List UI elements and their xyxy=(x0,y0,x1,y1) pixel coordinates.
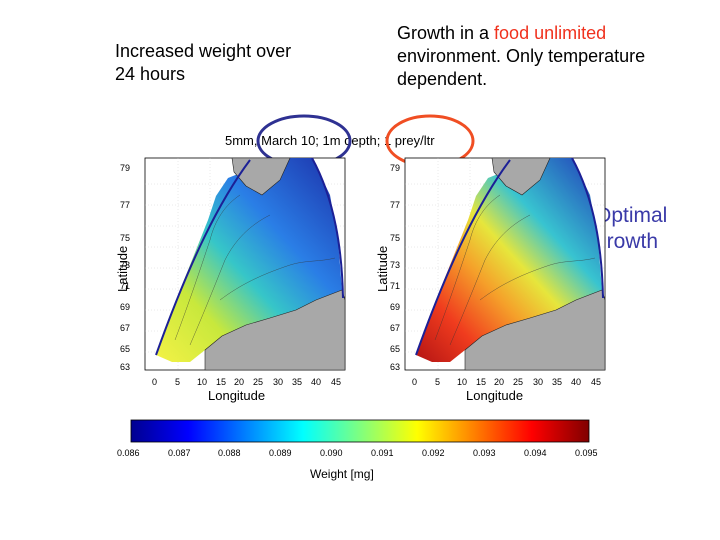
right-map-contours xyxy=(434,194,596,346)
left-xtick-20: 20 xyxy=(234,377,244,387)
cbar-tick-2: 0.088 xyxy=(218,448,241,458)
right-xtick-10: 10 xyxy=(457,377,467,387)
right-xtick-30: 30 xyxy=(533,377,543,387)
colorbar-label: Weight [mg] xyxy=(310,467,374,481)
left-xtick-40: 40 xyxy=(311,377,321,387)
cbar-tick-7: 0.093 xyxy=(473,448,496,458)
right-ytick-67: 67 xyxy=(390,323,400,333)
right-xtick-40: 40 xyxy=(571,377,581,387)
left-ytick-69: 69 xyxy=(120,302,130,312)
right-heading-highlight: food unlimited xyxy=(494,23,607,43)
left-map: 63 65 67 69 71 73 75 77 79 0 5 10 15 20 … xyxy=(115,157,346,403)
right-map-land xyxy=(464,289,606,371)
cbar-tick-6: 0.092 xyxy=(422,448,445,458)
cbar-tick-8: 0.094 xyxy=(524,448,547,458)
right-xtick-5: 5 xyxy=(435,377,440,387)
right-heading-prefix: Growth in a xyxy=(397,23,495,43)
right-heading-suffix: environment. Only temperature dependent. xyxy=(397,46,646,89)
right-y-ticks: 63 65 67 69 71 73 75 77 79 xyxy=(390,163,400,372)
left-xtick-25: 25 xyxy=(253,377,263,387)
left-ytick-63: 63 xyxy=(120,362,130,372)
right-xtick-0: 0 xyxy=(412,377,417,387)
left-ylabel: Latitude xyxy=(115,246,130,292)
left-xlabel: Longitude xyxy=(208,388,265,403)
cbar-tick-1: 0.087 xyxy=(168,448,191,458)
left-xtick-5: 5 xyxy=(175,377,180,387)
left-ytick-67: 67 xyxy=(120,323,130,333)
left-ytick-79: 79 xyxy=(120,163,130,173)
left-ytick-65: 65 xyxy=(120,344,130,354)
colorbar: 0.086 0.087 0.088 0.089 0.090 0.091 0.09… xyxy=(117,419,598,458)
left-ytick-71: 71 xyxy=(120,281,130,291)
colorbar-ticks: 0.086 0.087 0.088 0.089 0.090 0.091 0.09… xyxy=(117,448,598,458)
optimal-growth-label: Optimal growth xyxy=(595,204,668,253)
cbar-tick-9: 0.095 xyxy=(575,448,598,458)
right-ytick-69: 69 xyxy=(390,302,400,312)
right-x-ticks: 0 5 10 15 20 25 30 35 40 45 xyxy=(412,377,601,387)
right-map-sea xyxy=(416,158,602,362)
left-xtick-45: 45 xyxy=(331,377,341,387)
left-xtick-30: 30 xyxy=(273,377,283,387)
left-xtick-35: 35 xyxy=(292,377,302,387)
left-heading: Increased weight over 24 hours xyxy=(115,41,292,84)
right-xtick-45: 45 xyxy=(591,377,601,387)
left-map-land xyxy=(204,289,346,371)
cbar-tick-0: 0.086 xyxy=(117,448,140,458)
right-ytick-71: 71 xyxy=(390,281,400,291)
right-ytick-65: 65 xyxy=(390,344,400,354)
left-map-svalbard xyxy=(231,157,291,196)
right-ytick-73: 73 xyxy=(390,260,400,270)
left-map-fan xyxy=(155,157,344,356)
colorbar-gradient xyxy=(130,419,590,443)
left-xtick-0: 0 xyxy=(152,377,157,387)
left-ytick-73: 73 xyxy=(120,260,130,270)
right-ytick-77: 77 xyxy=(390,200,400,210)
left-map-contours xyxy=(174,194,336,346)
right-map-svalbard xyxy=(491,157,551,196)
right-heading: Growth in a food unlimited environment. … xyxy=(397,22,697,91)
left-ytick-75: 75 xyxy=(120,233,130,243)
right-ytick-75: 75 xyxy=(390,233,400,243)
left-y-ticks: 63 65 67 69 71 73 75 77 79 xyxy=(120,163,130,372)
right-xtick-15: 15 xyxy=(476,377,486,387)
left-x-ticks: 0 5 10 15 20 25 30 35 40 45 xyxy=(152,377,341,387)
right-map: 63 65 67 69 71 73 75 77 79 0 5 10 15 20 … xyxy=(375,157,606,403)
right-xlabel: Longitude xyxy=(466,388,523,403)
right-ytick-63: 63 xyxy=(390,362,400,372)
cbar-tick-5: 0.091 xyxy=(371,448,394,458)
left-ytick-77: 77 xyxy=(120,200,130,210)
right-xtick-20: 20 xyxy=(494,377,504,387)
right-ylabel: Latitude xyxy=(375,246,390,292)
cbar-tick-3: 0.089 xyxy=(269,448,292,458)
right-map-fan xyxy=(415,157,604,356)
left-xtick-10: 10 xyxy=(197,377,207,387)
left-map-sea xyxy=(156,158,342,362)
left-xtick-15: 15 xyxy=(216,377,226,387)
right-ytick-79: 79 xyxy=(390,163,400,173)
cbar-tick-4: 0.090 xyxy=(320,448,343,458)
right-xtick-25: 25 xyxy=(513,377,523,387)
right-xtick-35: 35 xyxy=(552,377,562,387)
